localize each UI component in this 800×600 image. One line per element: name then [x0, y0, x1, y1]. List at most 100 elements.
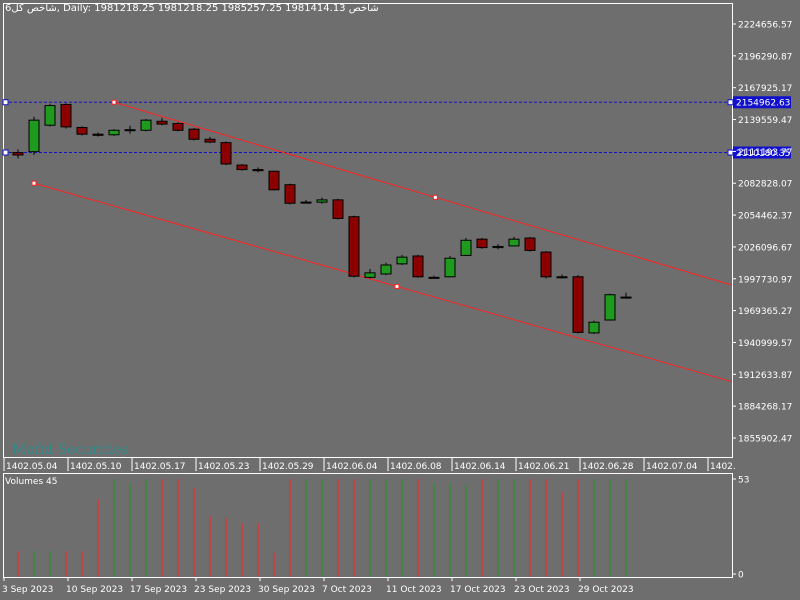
horizontal-line-anchor[interactable] — [2, 99, 9, 106]
bottom-date-tick-label: 23 Sep 2023 — [194, 585, 251, 595]
date-tick-label: 1402.05.04 — [6, 462, 58, 472]
horizontal-line-price-box — [733, 96, 791, 109]
price-tick-label: 2026096.67 — [738, 243, 792, 253]
date-tick-label: 1402.05.10 — [70, 462, 122, 472]
trendline-anchor[interactable] — [111, 99, 117, 105]
candle-body — [492, 245, 504, 249]
date-tick-label: 1402.06.21 — [518, 462, 570, 472]
trendline-anchor[interactable] — [394, 283, 400, 289]
candle-body — [476, 238, 488, 249]
price-tick-label: 2111193.77 — [738, 148, 792, 158]
horizontal-line-anchor[interactable] — [727, 149, 734, 156]
volume-tick-label: 53 — [738, 476, 749, 486]
candle-body — [396, 256, 408, 265]
price-tick-label: 1997730.97 — [738, 275, 792, 285]
bottom-date-tick-label: 17 Oct 2023 — [450, 585, 506, 595]
symbol-label: شاخص کل6, Daily: — [5, 3, 92, 14]
bottom-date-tick-label: 3 Sep 2023 — [2, 585, 53, 595]
bottom-date-axis: 3 Sep 2023 10 Sep 2023 17 Sep 2023 23 Sep 2… — [2, 577, 634, 595]
horizontal-line-anchor[interactable] — [2, 149, 9, 156]
bottom-date-tick-label: 23 Oct 2023 — [514, 585, 570, 595]
price-tick-label: 2082828.07 — [738, 180, 792, 190]
horizontal-lines: 2154962.63 2110180.35 — [2, 96, 791, 159]
candle-body — [284, 184, 296, 204]
horizontal-line-price-label: 2154962.63 — [736, 99, 790, 109]
date-tick-label: 1402.05.29 — [262, 462, 314, 472]
ohlc-readout: 1981218.25 1981218.25 1985257.25 1981414… — [94, 3, 346, 14]
horizontal-line-anchor[interactable] — [727, 99, 734, 106]
volume-plot-frame — [3, 473, 733, 578]
candle-body — [108, 129, 120, 136]
price-tick-label: 1940999.57 — [738, 339, 792, 349]
price-tick-label: 1969365.27 — [738, 307, 792, 317]
candle-body — [540, 251, 552, 278]
date-tick-label: 1402.07.04 — [646, 462, 698, 472]
date-tick-label: 1402. — [710, 462, 736, 472]
bottom-date-tick-label: 11 Oct 2023 — [386, 585, 442, 595]
date-tick-label: 1402.06.28 — [582, 462, 634, 472]
candle-body — [236, 164, 248, 171]
candle-body — [220, 142, 232, 165]
candle-body — [444, 257, 456, 278]
volume-indicator-label: Volumes 45 — [5, 477, 58, 487]
candle-body — [588, 321, 600, 334]
price-tick-label: 2054462.37 — [738, 212, 792, 222]
bottom-date-tick-label: 30 Sep 2023 — [258, 585, 315, 595]
brand-watermark: Mofid Securities — [12, 442, 129, 458]
candle-body — [140, 119, 152, 131]
candle-body — [524, 237, 536, 251]
candle-body — [156, 120, 168, 125]
candle-body — [556, 276, 568, 279]
horizontal-line-price-label: 2110180.35 — [736, 149, 790, 159]
volume-axis: 53 0 — [732, 476, 749, 581]
candle-body — [300, 201, 312, 204]
candle-body — [76, 126, 88, 135]
candle-body — [60, 103, 72, 128]
trendline[interactable] — [33, 182, 733, 383]
trendline-anchor[interactable] — [31, 180, 37, 186]
horizontal-line-price-box — [733, 146, 791, 159]
candle-body — [124, 129, 136, 132]
candles — [12, 103, 632, 335]
trendline-anchor[interactable] — [432, 194, 438, 200]
price-tick-label: 1855902.47 — [738, 435, 792, 445]
price-axis: 2224656.57 2196290.87 2167925.17 2139559.47… — [732, 21, 792, 445]
candle-body — [348, 216, 360, 277]
price-tick-label: 2196290.87 — [738, 52, 792, 62]
top-date-axis: 1402.05.04 1402.05.10 1402.05.17 1402.05.23… — [3, 457, 736, 472]
date-tick-label: 1402.06.14 — [454, 462, 506, 472]
chart-header: شاخص کل6, Daily: 1981218.25 1981218.25 1… — [5, 3, 379, 14]
candle-body — [508, 238, 520, 247]
trendlines — [31, 99, 733, 383]
bottom-date-tick-label: 10 Sep 2023 — [66, 585, 123, 595]
candle-body — [188, 128, 200, 140]
date-tick-label: 1402.06.08 — [390, 462, 442, 472]
candle-body — [412, 255, 424, 278]
candle-body — [364, 272, 376, 278]
date-tick-label: 1402.06.04 — [326, 462, 378, 472]
candle-body — [428, 276, 440, 279]
bottom-date-tick-label: 17 Sep 2023 — [130, 585, 187, 595]
price-tick-label: 2224656.57 — [738, 21, 792, 31]
price-tick-label: 2139559.47 — [738, 116, 792, 126]
volume-bars — [17, 479, 627, 577]
volume-tick-label: 0 — [738, 571, 744, 581]
bottom-date-tick-label: 29 Oct 2023 — [578, 585, 634, 595]
trendline[interactable] — [113, 101, 733, 286]
candle-body — [44, 105, 56, 126]
candle-body — [268, 170, 280, 191]
candle-body — [572, 276, 584, 333]
candle-body — [380, 264, 392, 275]
price-tick-label: 1884268.17 — [738, 403, 792, 413]
main-plot-frame — [3, 3, 733, 458]
candle-body — [92, 133, 104, 136]
candle-body — [172, 123, 184, 131]
price-tick-label: 1912633.87 — [738, 371, 792, 381]
candle-body — [12, 152, 24, 156]
candle-body — [604, 294, 616, 321]
candle-body — [460, 239, 472, 256]
date-tick-label: 1402.05.17 — [134, 462, 186, 472]
symbol-name: شاخص — [348, 3, 379, 14]
candle-body — [332, 199, 344, 219]
